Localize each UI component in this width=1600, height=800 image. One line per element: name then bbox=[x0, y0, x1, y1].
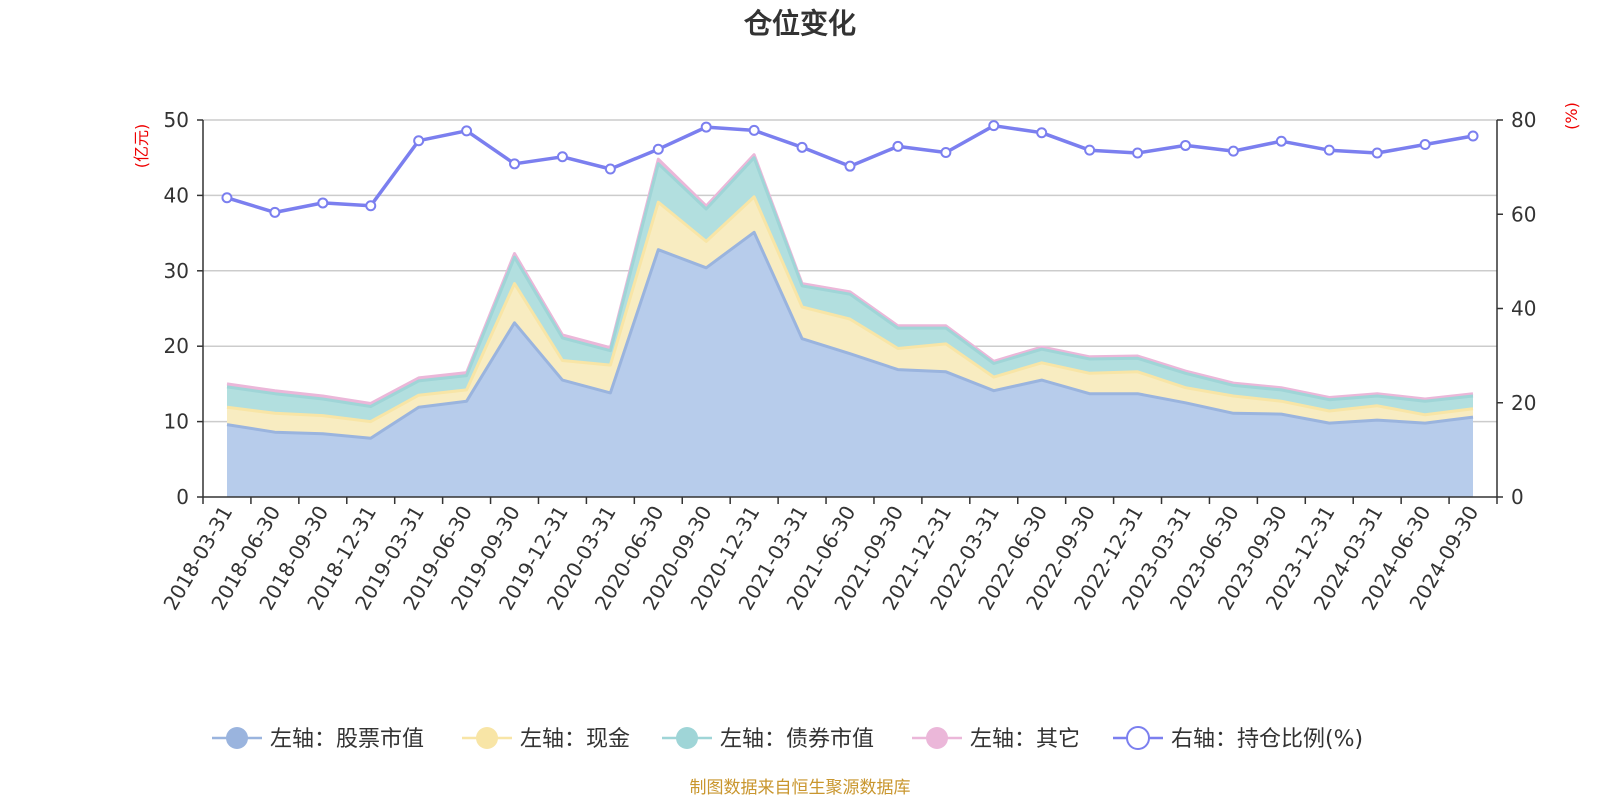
left-tick-label: 40 bbox=[164, 183, 189, 207]
stacked-areas bbox=[226, 153, 1474, 498]
ratio-point[interactable] bbox=[1467, 130, 1479, 142]
ratio-point[interactable] bbox=[988, 120, 1000, 132]
area-top-line bbox=[226, 153, 1474, 405]
left-tick-label: 30 bbox=[164, 259, 189, 283]
ratio-point[interactable] bbox=[1179, 139, 1191, 151]
ratio-point[interactable] bbox=[365, 200, 377, 212]
ratio-point[interactable] bbox=[940, 147, 952, 159]
ratio-point[interactable] bbox=[652, 143, 664, 155]
ratio-point[interactable] bbox=[509, 158, 521, 170]
area-fill bbox=[227, 196, 1473, 439]
ratio-point[interactable] bbox=[1275, 135, 1287, 147]
ratio-point[interactable] bbox=[700, 121, 712, 133]
ratio-point[interactable] bbox=[748, 124, 760, 136]
left-tick-label: 50 bbox=[164, 108, 189, 132]
legend-item[interactable]: 右轴：持仓比例(%) bbox=[1113, 726, 1363, 752]
ratio-point[interactable] bbox=[604, 163, 616, 175]
ratio-point[interactable] bbox=[317, 197, 329, 209]
left-tick-label: 0 bbox=[176, 485, 189, 509]
area-top-line bbox=[226, 195, 1474, 424]
ratio-point[interactable] bbox=[1036, 127, 1048, 139]
ratio-point[interactable] bbox=[221, 192, 233, 204]
chart-title: 仓位变化 bbox=[744, 7, 856, 40]
ratio-point[interactable] bbox=[1371, 147, 1383, 159]
left-tick-label: 20 bbox=[164, 334, 189, 358]
legend-item[interactable]: 左轴：股票市值 bbox=[212, 727, 424, 752]
area-fill bbox=[227, 232, 1473, 498]
area-top-line bbox=[226, 230, 1474, 440]
ratio-point[interactable] bbox=[556, 151, 568, 163]
right-tick-label: 80 bbox=[1511, 108, 1536, 132]
ratio-point[interactable] bbox=[1419, 139, 1431, 151]
legend-label: 左轴：其它 bbox=[970, 727, 1080, 752]
legend-marker bbox=[476, 727, 498, 749]
legend-marker bbox=[676, 727, 698, 749]
ratio-point[interactable] bbox=[1323, 144, 1335, 156]
legend-label: 左轴：股票市值 bbox=[270, 727, 424, 752]
legend-item[interactable]: 左轴：现金 bbox=[462, 727, 630, 752]
ratio-point[interactable] bbox=[1084, 144, 1096, 156]
ratio-point[interactable] bbox=[892, 140, 904, 152]
right-axis-unit: (%) bbox=[1562, 102, 1581, 130]
legend-item[interactable]: 左轴：债券市值 bbox=[662, 727, 874, 752]
ratio-point[interactable] bbox=[1227, 145, 1239, 157]
legend-item[interactable]: 左轴：其它 bbox=[912, 727, 1080, 752]
left-tick-label: 10 bbox=[164, 410, 189, 434]
right-tick-label: 60 bbox=[1511, 202, 1536, 226]
legend-label: 右轴：持仓比例(%) bbox=[1171, 727, 1363, 752]
legend-label: 左轴：现金 bbox=[520, 727, 630, 752]
ratio-point[interactable] bbox=[844, 160, 856, 172]
right-tick-label: 40 bbox=[1511, 297, 1536, 321]
legend-marker bbox=[926, 727, 948, 749]
legend-label: 左轴：债券市值 bbox=[720, 727, 874, 752]
ratio-point[interactable] bbox=[413, 135, 425, 147]
left-axis-unit: (亿元) bbox=[132, 124, 151, 169]
source-note: 制图数据来自恒生聚源数据库 bbox=[690, 778, 911, 798]
legend-marker bbox=[226, 727, 248, 749]
ratio-point[interactable] bbox=[1132, 147, 1144, 159]
legend-marker bbox=[1126, 726, 1150, 750]
ratio-point[interactable] bbox=[269, 206, 281, 218]
holding-ratio-line bbox=[221, 120, 1479, 218]
ratio-point[interactable] bbox=[461, 125, 473, 137]
right-tick-label: 0 bbox=[1511, 485, 1524, 509]
legend: 左轴：股票市值 左轴：现金 左轴：债券市值 左轴：其它 右轴：持仓比例(%) bbox=[212, 726, 1363, 752]
ratio-point[interactable] bbox=[796, 141, 808, 153]
area-top-line bbox=[226, 156, 1474, 408]
right-tick-label: 20 bbox=[1511, 391, 1536, 415]
